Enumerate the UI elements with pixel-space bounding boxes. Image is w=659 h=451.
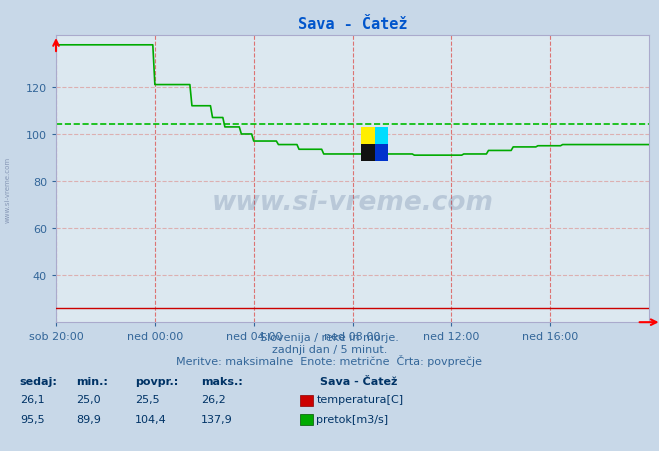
Text: 95,5: 95,5 <box>20 414 44 423</box>
Text: maks.:: maks.: <box>201 376 243 386</box>
Text: 25,5: 25,5 <box>135 394 159 404</box>
Text: 104,4: 104,4 <box>135 414 167 423</box>
Text: www.si-vreme.com: www.si-vreme.com <box>212 189 494 215</box>
Text: min.:: min.: <box>76 376 107 386</box>
Text: 26,2: 26,2 <box>201 394 226 404</box>
Bar <box>375 128 388 145</box>
Text: 25,0: 25,0 <box>76 394 100 404</box>
Text: pretok[m3/s]: pretok[m3/s] <box>316 414 388 423</box>
Text: Meritve: maksimalne  Enote: metrične  Črta: povprečje: Meritve: maksimalne Enote: metrične Črta… <box>177 354 482 366</box>
Bar <box>361 128 375 145</box>
Bar <box>375 145 388 162</box>
Text: 89,9: 89,9 <box>76 414 101 423</box>
Title: Sava - Čatež: Sava - Čatež <box>298 17 407 32</box>
Text: Slovenija / reke in morje.: Slovenija / reke in morje. <box>260 332 399 342</box>
Text: 26,1: 26,1 <box>20 394 44 404</box>
Text: 137,9: 137,9 <box>201 414 233 423</box>
Text: temperatura[C]: temperatura[C] <box>316 394 403 404</box>
Text: sedaj:: sedaj: <box>20 376 57 386</box>
Text: povpr.:: povpr.: <box>135 376 179 386</box>
Text: www.si-vreme.com: www.si-vreme.com <box>5 156 11 222</box>
Text: zadnji dan / 5 minut.: zadnji dan / 5 minut. <box>272 345 387 354</box>
Bar <box>361 145 375 162</box>
Text: Sava - Čatež: Sava - Čatež <box>320 376 397 386</box>
